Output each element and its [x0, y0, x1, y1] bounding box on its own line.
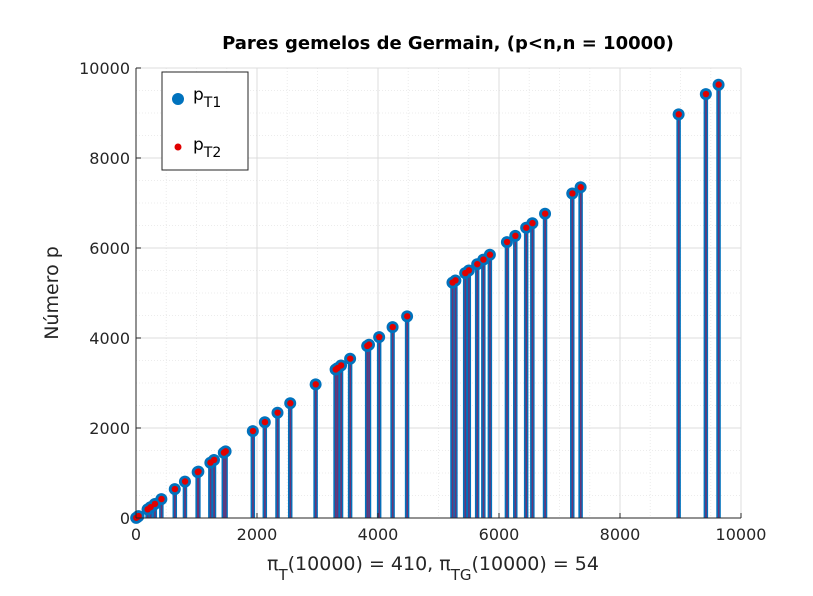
x-tick-label: 0 — [131, 525, 141, 544]
point-pT2 — [569, 190, 576, 197]
point-pT2 — [261, 418, 269, 426]
y-tick-label: 0 — [120, 509, 130, 528]
point-pT2 — [376, 333, 383, 341]
point-pT2 — [158, 495, 165, 503]
legend-marker-pT2 — [174, 143, 182, 151]
point-pT2 — [512, 232, 519, 240]
point-pT2 — [523, 224, 530, 231]
x-tick-label: 2000 — [237, 525, 278, 544]
y-tick-label: 8000 — [89, 149, 130, 168]
point-pT2 — [404, 313, 411, 320]
x-label-sub-1: T — [277, 566, 288, 584]
point-pT2 — [474, 260, 481, 268]
point-pT2 — [675, 111, 682, 118]
point-pT2 — [480, 256, 487, 263]
point-pT2 — [389, 323, 396, 331]
point-pT2 — [365, 341, 373, 348]
point-pT2 — [151, 500, 159, 508]
point-pT2 — [195, 468, 202, 475]
stems — [133, 84, 721, 518]
y-tick-label: 4000 — [89, 329, 130, 348]
point-pT2 — [337, 362, 345, 369]
y-axis-label: Número p — [41, 246, 63, 340]
point-pT2 — [577, 184, 584, 191]
y-tick-label: 6000 — [89, 239, 130, 258]
point-pT2 — [287, 400, 294, 407]
point-pT2 — [147, 503, 154, 511]
y-tick-label: 10000 — [79, 59, 130, 78]
x-label-sub-2: TG — [450, 566, 472, 584]
legend-marker-pT1 — [172, 93, 184, 105]
x-label-pi-2: π — [439, 553, 450, 575]
point-pT2 — [210, 456, 218, 464]
x-tick-label: 6000 — [479, 525, 520, 544]
point-pT2 — [486, 251, 494, 258]
point-pT2 — [529, 219, 536, 227]
point-pT2 — [181, 478, 189, 485]
legend-label-pT1: pT1 — [193, 85, 221, 111]
point-pT2 — [347, 355, 354, 362]
series-pT2-markers — [133, 81, 722, 521]
x-tick-label: 10000 — [716, 525, 767, 544]
x-label-end: (10000) = 54 — [472, 553, 599, 575]
point-pT2 — [452, 277, 459, 284]
point-pT2 — [222, 448, 229, 455]
y-tick-label: 2000 — [89, 419, 130, 438]
point-pT2 — [465, 267, 473, 274]
point-pT2 — [312, 381, 319, 388]
x-tick-label: 4000 — [358, 525, 399, 544]
legend-label-pT2: pT2 — [193, 135, 221, 161]
point-pT2 — [541, 210, 549, 217]
point-pT2 — [503, 238, 511, 246]
point-pT2 — [171, 485, 179, 493]
x-label-mid: (10000) = 410, — [288, 553, 440, 575]
minor-grid — [136, 68, 741, 518]
legend-box — [161, 71, 249, 171]
point-pT2 — [274, 409, 281, 416]
x-axis-label: πT(10000) = 410, πTG(10000) = 54 — [267, 553, 599, 584]
point-pT2 — [702, 90, 710, 98]
x-tick-labels: 0 2000 4000 6000 8000 10000 — [131, 513, 767, 544]
x-tick-label: 8000 — [600, 525, 641, 544]
x-label-pi-1: π — [267, 553, 278, 575]
legend: pT1 pT2 — [161, 71, 249, 171]
point-pT2 — [715, 81, 722, 88]
chart-title: Pares gemelos de Germain, (p<n,n = 10000… — [222, 33, 674, 54]
point-pT2 — [249, 427, 257, 435]
y-tick-labels: 0 2000 4000 6000 8000 10000 — [79, 59, 141, 528]
